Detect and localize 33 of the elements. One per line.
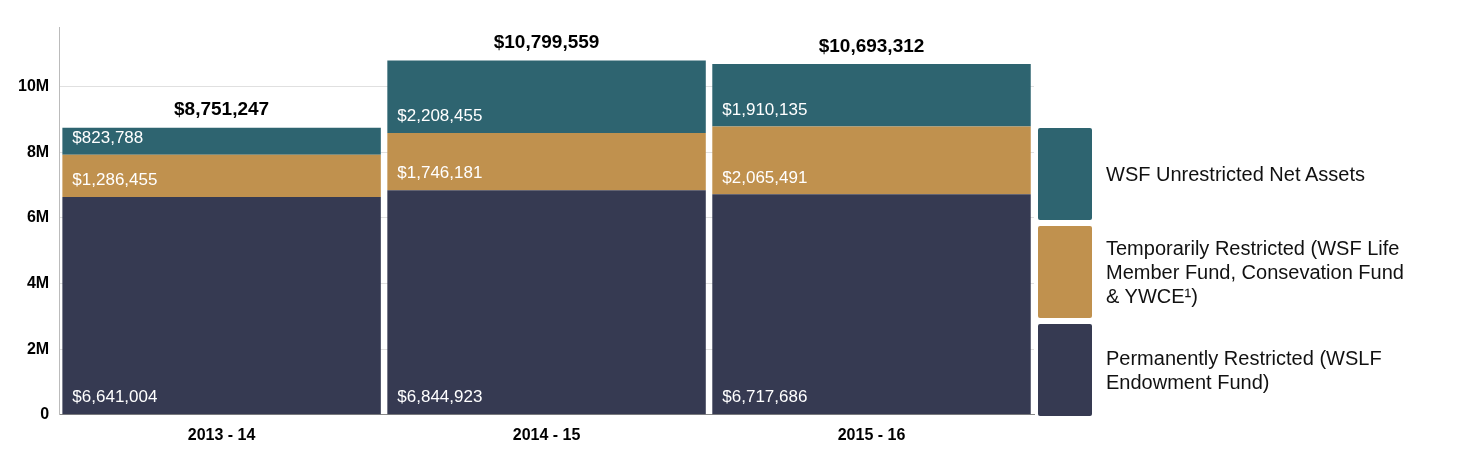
data-label: $6,844,923: [397, 387, 483, 407]
text: Temporarily Restricted (WSF Life Member Fund, Consevation Fund & YWCE¹): [1106, 236, 1405, 308]
bar: [712, 63, 1031, 127]
bar: [62, 196, 381, 415]
bar: [62, 127, 381, 155]
bar: [387, 132, 706, 191]
bar: [387, 190, 706, 415]
x-tick-label: 2015 - 16: [837, 425, 906, 443]
bar: [387, 60, 706, 133]
bar: [712, 126, 1031, 195]
x-tick-label: 2014 - 15: [512, 425, 581, 443]
y-tick-label: 0: [40, 405, 50, 423]
y-tick-label: 2M: [26, 339, 50, 357]
total-label: $8,751,247: [174, 98, 270, 120]
text: WSF Unrestricted Net Assets: [1106, 162, 1366, 186]
data-label: $1,746,181: [397, 163, 483, 183]
x-tick-label: 2013 - 14: [187, 425, 256, 443]
data-label: $6,641,004: [72, 387, 158, 407]
data-label: $6,717,686: [722, 387, 808, 407]
bar: [62, 154, 381, 197]
y-tick-label: 10M: [18, 77, 50, 95]
data-label: $2,208,455: [397, 106, 483, 126]
data-label: $1,286,455: [72, 170, 158, 190]
text: Permanently Restricted (WSLF Endowment Fund): [1106, 346, 1383, 394]
bar: [712, 194, 1031, 415]
data-label: $2,065,491: [722, 167, 808, 187]
total-label: $10,693,312: [818, 34, 925, 56]
data-label: $823,788: [72, 127, 144, 147]
y-tick-label: 4M: [26, 273, 50, 291]
y-tick-label: 6M: [26, 208, 50, 226]
y-tick-label: 8M: [26, 142, 50, 160]
total-label: $10,799,559: [493, 31, 600, 53]
data-label: $1,910,135: [722, 99, 808, 119]
